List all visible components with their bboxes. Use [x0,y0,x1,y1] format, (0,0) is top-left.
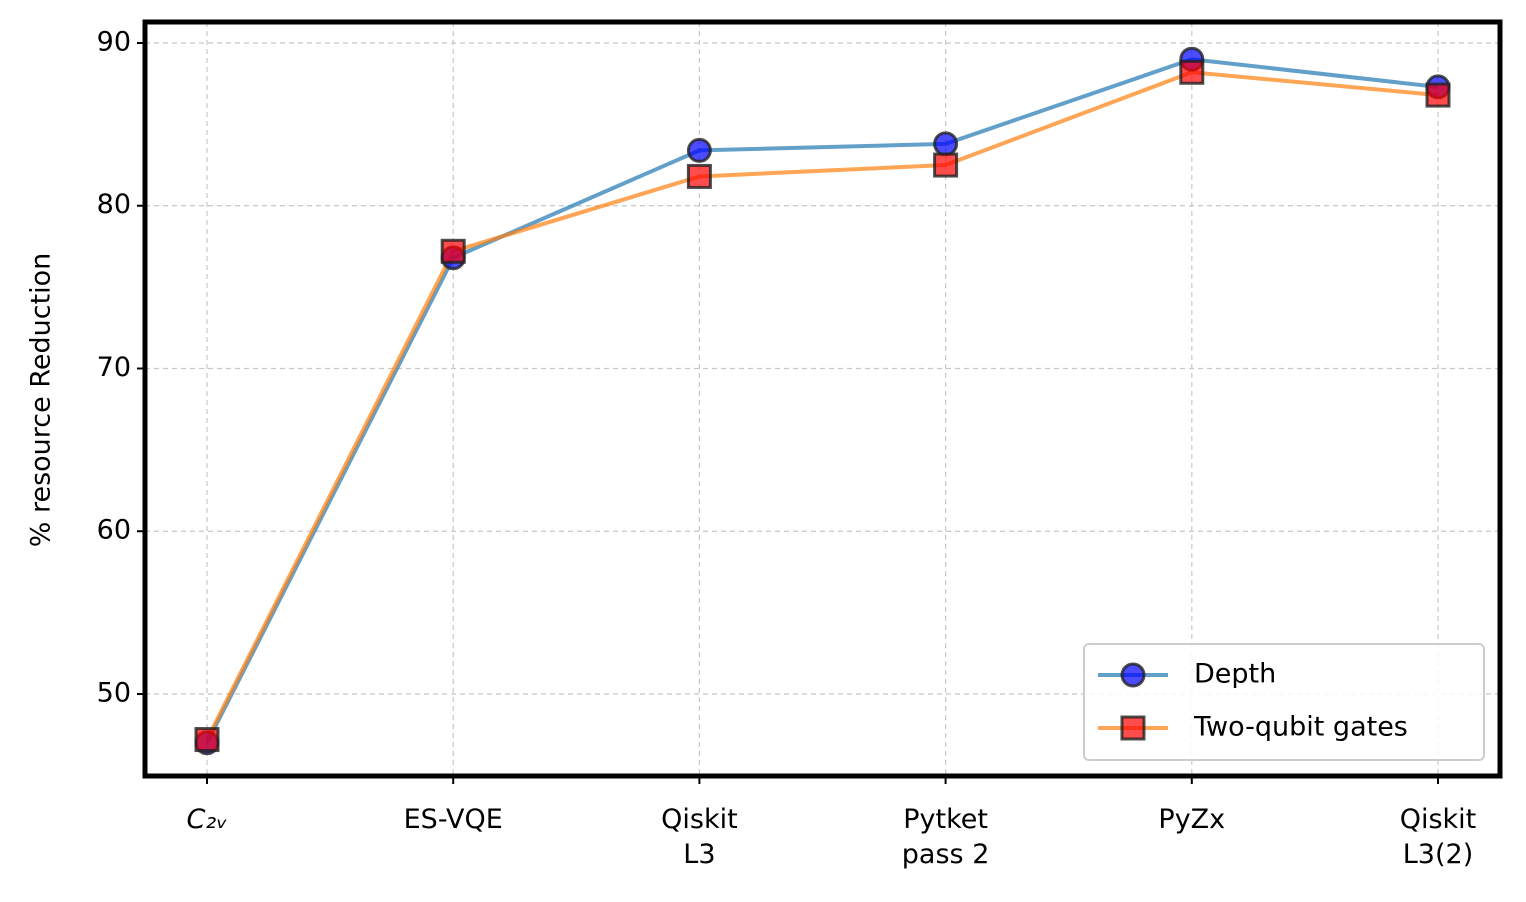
marker [686,137,712,163]
y-tick-label: 70 [97,352,131,383]
legend-box [1083,643,1485,761]
legend-marker [1120,715,1146,741]
x-tick-label: C₂ᵥ [187,804,228,835]
x-tick-label: Qiskit L3(2) [1400,804,1477,870]
series-line [205,57,1439,744]
axes-frame [142,19,1503,779]
x-tick-label: Qiskit L3 [661,804,738,870]
x-tick-label: ES-VQE [404,804,503,835]
marker [1179,59,1205,85]
marker [686,163,712,189]
y-tick-label: 50 [97,677,131,708]
legend: Depth Two-qubit gates [1083,643,1485,761]
y-axis-label: % resource Reduction [26,253,57,548]
marker [933,131,959,157]
y-tick-label: 60 [97,515,131,546]
legend-label: Two-qubit gates [1193,712,1408,743]
series-line [205,70,1439,741]
marker [1425,82,1451,108]
x-tick-label: PyZx [1158,804,1225,835]
marker [194,727,220,753]
marker [440,238,466,264]
x-tick-label: Pytket pass 2 [902,804,990,870]
legend-label: Depth [1194,659,1276,690]
y-tick-label: 90 [97,26,131,57]
y-tick-label: 80 [97,189,131,220]
marker [933,152,959,178]
legend-marker [1120,662,1146,688]
